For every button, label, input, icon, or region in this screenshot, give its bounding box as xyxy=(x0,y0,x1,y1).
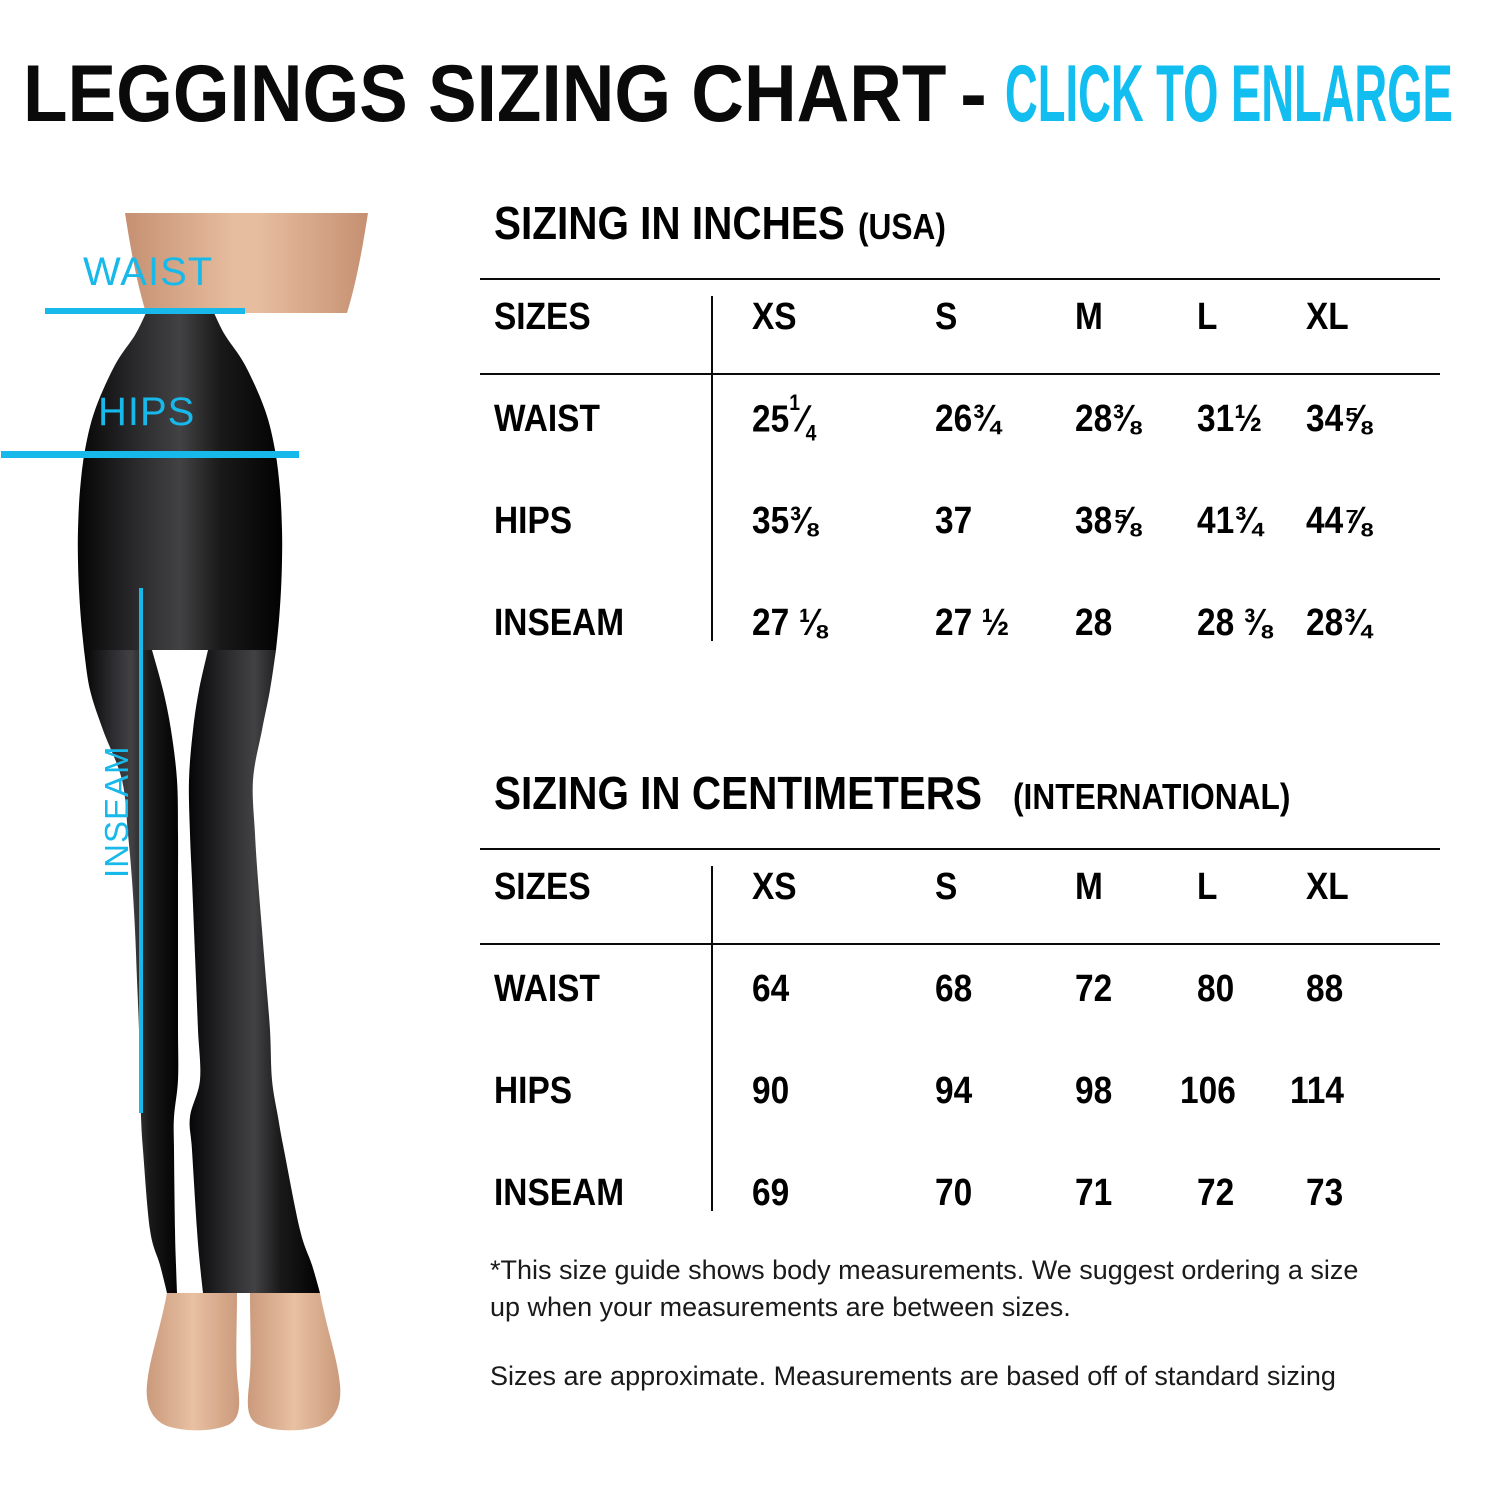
svg-text:INSEAM: INSEAM xyxy=(98,745,135,878)
svg-text:WAIST: WAIST xyxy=(83,250,213,294)
svg-text:HIPS: HIPS xyxy=(98,390,195,434)
